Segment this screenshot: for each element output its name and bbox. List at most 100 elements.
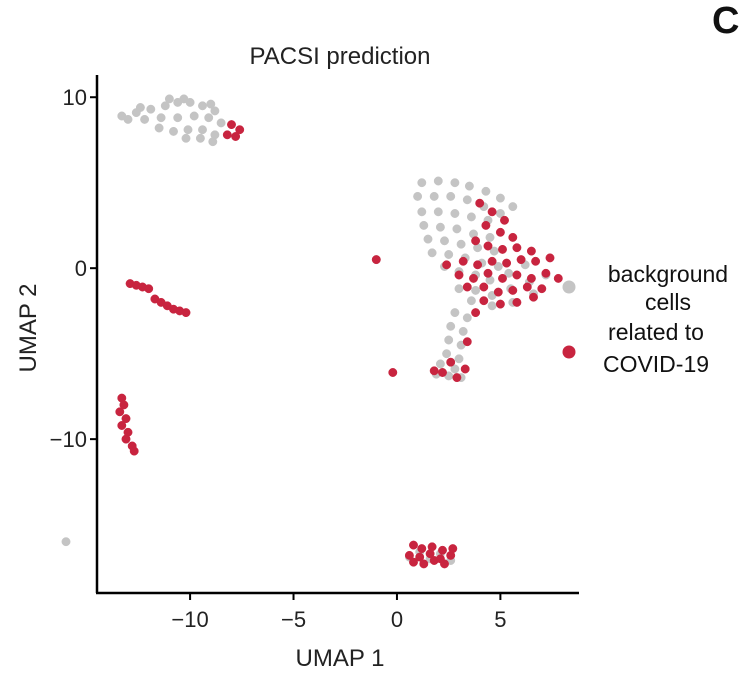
point-background-7 — [210, 106, 220, 116]
point-related-20 — [121, 434, 131, 444]
point-background-26 — [206, 99, 216, 109]
point-related-72 — [495, 299, 505, 309]
legend-label-related-0: related to — [608, 319, 704, 345]
point-related-29 — [404, 550, 414, 560]
point-background-51 — [440, 236, 449, 246]
point-related-81 — [388, 368, 398, 377]
y-tick-label-0: 10 — [63, 85, 87, 110]
point-related-37 — [440, 559, 449, 569]
point-related-35 — [419, 559, 429, 569]
point-related-25 — [417, 544, 427, 554]
point-related-59 — [483, 268, 493, 278]
points-layer — [61, 94, 563, 569]
point-related-7 — [144, 284, 154, 294]
point-background-78 — [446, 321, 456, 331]
point-background-2 — [146, 104, 156, 114]
point-related-42 — [495, 227, 505, 237]
point-related-74 — [529, 292, 538, 302]
point-related-71 — [479, 296, 489, 306]
point-background-79 — [458, 326, 468, 336]
point-related-64 — [462, 282, 472, 292]
point-background-11 — [173, 113, 183, 123]
point-background-67 — [471, 285, 481, 295]
point-background-24 — [164, 94, 174, 104]
chart-title: PACSI prediction — [250, 43, 431, 70]
point-background-84 — [435, 359, 445, 369]
x-tick-label-1: −5 — [281, 607, 306, 632]
point-related-60 — [498, 273, 507, 283]
point-related-3 — [231, 132, 241, 141]
point-related-73 — [512, 297, 522, 307]
point-background-37 — [462, 195, 472, 205]
point-related-40 — [500, 215, 509, 225]
point-background-42 — [450, 209, 460, 218]
point-background-29 — [450, 178, 460, 188]
x-tick-label-3: 5 — [494, 607, 506, 632]
point-background-22 — [208, 137, 218, 147]
point-related-13 — [181, 308, 191, 318]
point-background-8 — [123, 114, 133, 124]
point-related-75 — [471, 308, 481, 318]
point-related-16 — [115, 407, 125, 417]
point-background-31 — [481, 186, 491, 196]
point-related-45 — [483, 241, 493, 251]
point-background-40 — [417, 207, 427, 217]
point-related-62 — [526, 273, 536, 283]
point-related-33 — [446, 550, 456, 560]
point-background-43 — [466, 212, 476, 222]
x-tick-label-2: 0 — [391, 607, 403, 632]
point-background-55 — [427, 248, 437, 258]
y-axis-title: UMAP 2 — [15, 284, 42, 373]
point-background-56 — [444, 250, 454, 259]
point-related-53 — [502, 258, 512, 268]
point-related-2 — [222, 130, 232, 140]
point-background-20 — [181, 133, 191, 143]
point-related-1 — [235, 125, 245, 135]
point-related-78 — [460, 364, 470, 374]
y-tick-label-2: −10 — [50, 427, 87, 452]
point-related-15 — [119, 400, 129, 410]
x-tick-label-0: −10 — [171, 607, 208, 632]
point-related-24 — [409, 540, 418, 550]
point-background-83 — [454, 354, 464, 364]
point-background-59 — [493, 262, 503, 271]
point-related-41 — [481, 220, 491, 230]
point-background-80 — [444, 335, 454, 345]
legend-label-related-1: COVID-19 — [603, 351, 709, 377]
point-related-55 — [531, 256, 541, 266]
point-background-41 — [433, 207, 443, 217]
point-related-48 — [526, 246, 536, 256]
point-background-33 — [508, 202, 518, 212]
point-related-30 — [415, 552, 425, 562]
legend-label-background-0: background — [608, 261, 728, 287]
point-related-79 — [438, 368, 447, 377]
point-background-6 — [198, 101, 207, 111]
panel-letter: C — [712, 0, 739, 42]
point-background-77 — [462, 313, 472, 323]
point-background-35 — [429, 191, 439, 201]
point-background-46 — [435, 222, 445, 232]
point-background-72 — [466, 296, 476, 306]
point-background-52 — [456, 239, 466, 249]
point-background-85 — [450, 364, 460, 374]
point-background-15 — [154, 123, 164, 133]
point-related-66 — [493, 287, 503, 297]
point-related-43 — [508, 232, 518, 242]
point-related-58 — [469, 273, 478, 283]
point-related-65 — [479, 282, 489, 292]
point-background-82 — [442, 349, 452, 359]
point-background-73 — [487, 301, 497, 311]
point-related-77 — [446, 357, 456, 367]
point-background-50 — [423, 234, 433, 244]
point-background-36 — [446, 191, 456, 201]
point-background-14 — [216, 118, 226, 128]
series-related — [115, 120, 563, 569]
point-background-25 — [179, 94, 189, 104]
point-background-32 — [495, 193, 505, 203]
point-related-51 — [473, 260, 483, 270]
point-related-67 — [508, 285, 518, 295]
series-background — [61, 94, 551, 565]
point-related-44 — [471, 236, 481, 246]
point-background-13 — [204, 113, 214, 123]
